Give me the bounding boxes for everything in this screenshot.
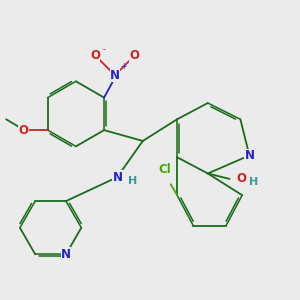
Text: H: H <box>128 176 137 186</box>
Text: O: O <box>90 49 100 62</box>
Text: +: + <box>120 62 126 71</box>
Text: H: H <box>249 177 258 187</box>
Text: O: O <box>130 49 140 62</box>
Text: O: O <box>19 124 28 136</box>
Text: N: N <box>112 171 122 184</box>
Text: N: N <box>110 69 120 82</box>
Text: N: N <box>61 248 71 261</box>
Text: -: - <box>102 45 105 54</box>
Text: O: O <box>236 172 246 185</box>
Text: Cl: Cl <box>158 164 171 176</box>
Text: N: N <box>244 149 254 162</box>
